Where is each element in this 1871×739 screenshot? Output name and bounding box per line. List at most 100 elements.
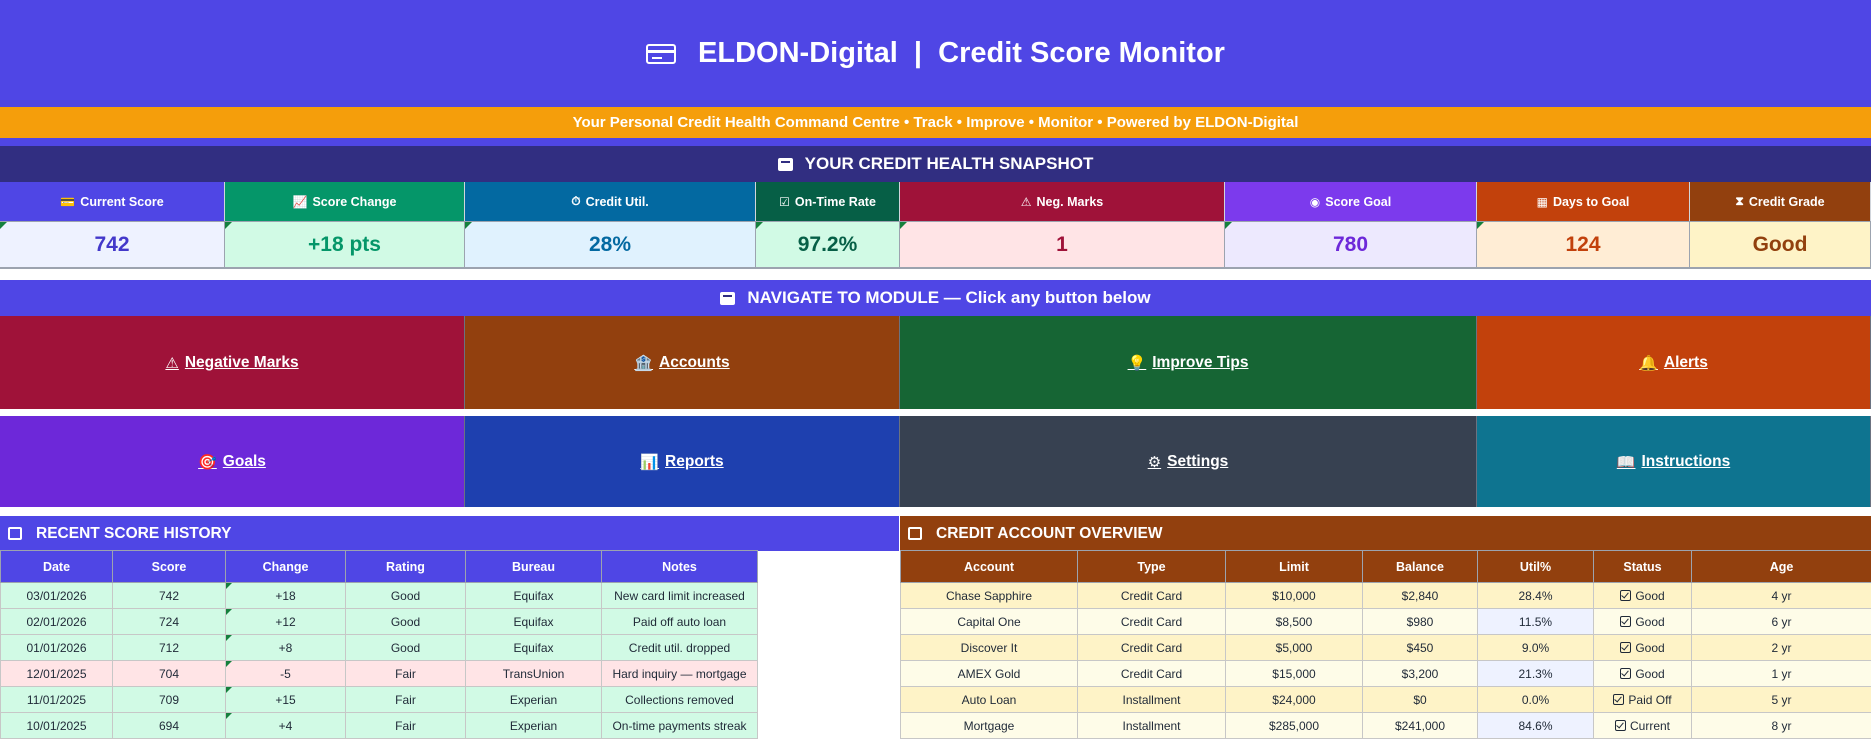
cell-text: $15,000 xyxy=(1272,667,1315,681)
nav-button-alerts[interactable]: 🔔Alerts xyxy=(1477,316,1871,409)
cell-text: Equifax xyxy=(513,641,553,655)
dashboard-icon xyxy=(720,292,735,305)
checkbox-icon xyxy=(1620,642,1631,653)
cell-text: Auto Loan xyxy=(962,693,1017,707)
table-cell: $241,000 xyxy=(1363,713,1478,739)
table-cell: $8,500 xyxy=(1226,609,1363,635)
table-cell: Hard inquiry — mortgage xyxy=(602,661,758,687)
cell-text: New card limit increased xyxy=(614,589,745,603)
table-cell: $15,000 xyxy=(1226,661,1363,687)
kpi-value-text: 780 xyxy=(1333,233,1368,257)
improve-tips-icon: 💡 xyxy=(1128,354,1147,372)
nav-button-improve-tips[interactable]: 💡Improve Tips xyxy=(900,316,1477,409)
cell-text: $285,000 xyxy=(1269,719,1319,733)
kpi-label-text: Neg. Marks xyxy=(1037,195,1104,209)
column-header[interactable]: Status xyxy=(1594,551,1692,583)
cell-text: Credit Card xyxy=(1121,589,1182,603)
cell-text: Installment xyxy=(1122,719,1180,733)
cell-text: Experian xyxy=(510,719,557,733)
app-title: ELDON-Digital | Credit Score Monitor xyxy=(698,37,1225,70)
comment-marker xyxy=(226,609,232,615)
cell-text: AMEX Gold xyxy=(958,667,1021,681)
table-cell: Current xyxy=(1594,713,1692,739)
kpi-value-score-goal: 780 xyxy=(1225,221,1477,269)
cell-text: 704 xyxy=(159,667,179,681)
nav-button-settings[interactable]: ⚙Settings xyxy=(900,416,1477,507)
table-cell: Good xyxy=(1594,609,1692,635)
table-cell: Good xyxy=(346,609,466,635)
column-header[interactable]: Date xyxy=(1,551,113,583)
column-header[interactable]: Rating xyxy=(346,551,466,583)
column-header[interactable]: Type xyxy=(1078,551,1226,583)
table-cell: +15 xyxy=(226,687,346,713)
cell-text: 712 xyxy=(159,641,179,655)
table-cell: 28.4% xyxy=(1478,583,1594,609)
kpi-label-text: Credit Grade xyxy=(1749,195,1825,209)
column-header[interactable]: Notes xyxy=(602,551,758,583)
table-cell: Good xyxy=(1594,583,1692,609)
kpi-value-days-to-goal: 124 xyxy=(1477,221,1690,269)
table-cell: +8 xyxy=(226,635,346,661)
kpi-label-text: Credit Util. xyxy=(586,195,649,209)
cell-text: $3,200 xyxy=(1402,667,1439,681)
cell-text: 11.5% xyxy=(1519,615,1552,629)
column-header[interactable]: Score xyxy=(113,551,226,583)
cell-text: +12 xyxy=(275,615,295,629)
column-header[interactable]: Balance xyxy=(1363,551,1478,583)
kpi-value-text: 124 xyxy=(1565,233,1600,257)
kpi-label-text: Score Goal xyxy=(1325,195,1391,209)
current-score-icon: 💳 xyxy=(60,195,75,209)
table-cell: Discover It xyxy=(901,635,1078,661)
table-cell: $5,000 xyxy=(1226,635,1363,661)
column-header[interactable]: Util% xyxy=(1478,551,1594,583)
column-header[interactable]: Age xyxy=(1692,551,1871,583)
credit-util-icon: ⏱ xyxy=(571,194,580,209)
checkbox-icon xyxy=(1620,616,1631,627)
table-cell: 704 xyxy=(113,661,226,687)
nav-button-instructions[interactable]: 📖Instructions xyxy=(1477,416,1871,507)
column-header[interactable]: Account xyxy=(901,551,1078,583)
cell-text: 4 yr xyxy=(1771,589,1791,603)
cell-text: $5,000 xyxy=(1276,641,1313,655)
table-cell: 11.5% xyxy=(1478,609,1594,635)
cell-text: TransUnion xyxy=(503,667,565,681)
nav-button-label: Settings xyxy=(1167,453,1228,471)
table-cell: New card limit increased xyxy=(602,583,758,609)
nav-button-accounts[interactable]: 🏦Accounts xyxy=(465,316,900,409)
cell-text: Capital One xyxy=(957,615,1020,629)
cell-text: $241,000 xyxy=(1395,719,1445,733)
comment-marker xyxy=(226,583,232,589)
table-cell: 03/01/2026 xyxy=(1,583,113,609)
cell-text: 694 xyxy=(159,719,179,733)
table-cell: Chase Sapphire xyxy=(901,583,1078,609)
table-cell: -5 xyxy=(226,661,346,687)
nav-button-reports[interactable]: 📊Reports xyxy=(465,416,900,507)
cell-text: Installment xyxy=(1122,693,1180,707)
comment-marker xyxy=(226,713,232,719)
on-time-rate-icon: ☑ xyxy=(779,195,790,209)
nav-button-negative-marks[interactable]: ⚠Negative Marks xyxy=(0,316,465,409)
column-header[interactable]: Bureau xyxy=(466,551,602,583)
kpi-value-credit-util: 28% xyxy=(465,221,756,269)
table-cell: Credit Card xyxy=(1078,635,1226,661)
column-header[interactable]: Change xyxy=(226,551,346,583)
cell-text: Good xyxy=(1635,589,1664,603)
nav-button-goals[interactable]: 🎯Goals xyxy=(0,416,465,507)
table-cell: Auto Loan xyxy=(901,687,1078,713)
table-cell: $980 xyxy=(1363,609,1478,635)
column-header[interactable]: Limit xyxy=(1226,551,1363,583)
credit-card-icon xyxy=(908,527,922,540)
cell-text: On-time payments streak xyxy=(612,719,746,733)
